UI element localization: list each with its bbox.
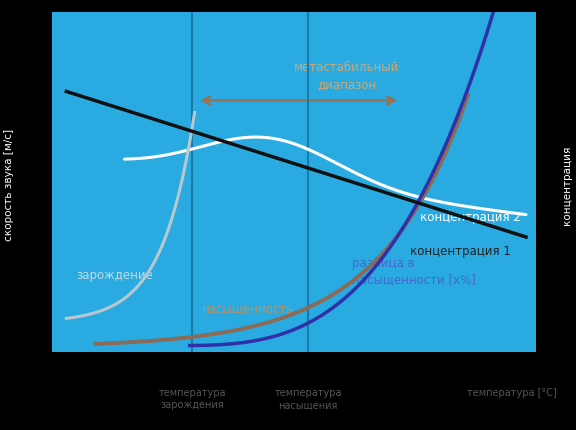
- Text: скорость звука [м/с]: скорость звука [м/с]: [3, 129, 14, 241]
- Text: метастабильный
диапазон: метастабильный диапазон: [294, 61, 400, 91]
- Text: концентрация: концентрация: [562, 145, 573, 224]
- Text: насыщенность: насыщенность: [202, 302, 294, 315]
- Text: температура [°С]: температура [°С]: [467, 387, 556, 397]
- Text: концентрация 2: концентрация 2: [419, 210, 521, 223]
- Text: разница в
насыщенности [х%]: разница в насыщенности [х%]: [352, 256, 476, 286]
- Text: температура
зарождения: температура зарождения: [158, 387, 226, 409]
- Text: концентрация 1: концентрация 1: [410, 244, 511, 257]
- Text: температура
насыщения: температура насыщения: [275, 387, 342, 409]
- Text: зарождение: зарождение: [76, 268, 153, 281]
